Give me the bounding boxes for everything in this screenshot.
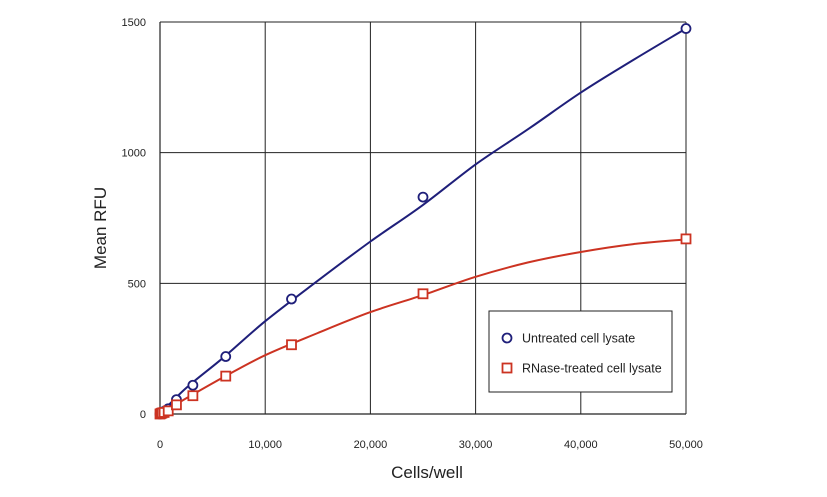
- data-point-rnase-treated: [171, 399, 182, 411]
- series-layer: [154, 23, 692, 420]
- legend-label-untreated: Untreated cell lysate: [522, 332, 635, 346]
- legend-items: Untreated cell lysate RNase-treated cell …: [501, 332, 662, 376]
- data-point-untreated: [187, 379, 199, 391]
- x-tick-label: 40,000: [564, 439, 598, 451]
- data-point-rnase-treated: [286, 339, 297, 351]
- grid: [159, 21, 687, 415]
- data-point-untreated: [220, 351, 232, 362]
- legend: Untreated cell lysate RNase-treated cell …: [488, 310, 673, 393]
- data-point-untreated: [680, 23, 692, 34]
- data-point-rnase-treated: [680, 233, 692, 245]
- legend-box: [488, 310, 673, 393]
- data-point-rnase-treated: [220, 370, 232, 382]
- data-point-rnase-treated: [162, 405, 174, 417]
- y-axis-title: Mean RFU: [91, 187, 110, 269]
- data-point-rnase-treated: [417, 288, 429, 300]
- y-tick-label: 1000: [122, 148, 146, 160]
- y-tick-label: 0: [140, 409, 146, 421]
- x-tick-label: 0: [157, 439, 163, 451]
- x-axis-title: Cells/well: [391, 463, 463, 482]
- tick-labels: 0 10,000 20,000 30,000 40,000 50,000 0 500 1000 1…: [122, 17, 703, 451]
- x-tick-label: 20,000: [354, 439, 388, 451]
- y-tick-label: 500: [128, 278, 146, 290]
- x-tick-label: 50,000: [669, 439, 703, 451]
- x-tick-label: 30,000: [459, 439, 493, 451]
- y-tick-label: 1500: [122, 17, 146, 29]
- data-point-untreated: [417, 191, 429, 203]
- data-point-rnase-treated: [187, 390, 199, 402]
- series-line-rnase-treated: [159, 238, 687, 415]
- x-tick-label: 10,000: [248, 439, 282, 451]
- legend-label-rnase-treated: RNase-treated cell lysate: [522, 362, 662, 376]
- data-point-untreated: [286, 293, 297, 305]
- legend-marker-rnase-treated: [501, 362, 513, 374]
- legend-marker-untreated: [501, 332, 513, 344]
